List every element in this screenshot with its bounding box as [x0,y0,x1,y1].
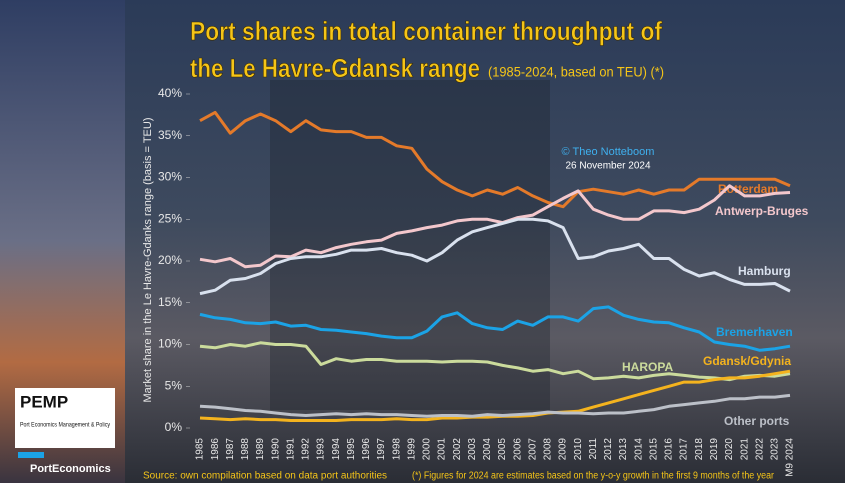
x-tick-label: 1994 [331,438,342,461]
x-tick-label: 1993 [316,438,327,461]
chart-title: the Le Havre-Gdansk range [190,53,480,83]
series-label: Hamburg [738,264,791,278]
x-tick-label: 2003 [467,438,478,461]
x-tick-label: 1995 [346,438,357,461]
x-tick-label: 2020 [724,438,735,461]
y-tick-label: 15% [158,295,182,309]
x-tick-label: 1988 [240,438,251,461]
y-tick-label: 30% [158,170,182,184]
y-tick-label: 20% [158,253,182,267]
x-tick-label: 2005 [497,438,508,461]
x-tick-label: 2015 [648,438,659,461]
y-tick-label: 0% [165,420,183,434]
x-tick-label: 2014 [633,438,644,461]
x-tick-label: 2018 [694,438,705,461]
x-tick-label: 2002 [452,438,463,461]
date: 26 November 2024 [565,161,650,172]
y-tick-label: 5% [165,378,183,392]
series-label: HAROPA [622,360,673,374]
x-tick-label: 1999 [406,438,417,461]
x-tick-label: 2004 [482,438,493,461]
y-tick-label: 35% [158,128,182,142]
x-tick-label: 1987 [225,438,236,461]
x-tick-label: 2012 [603,438,614,461]
x-tick-label: 2001 [437,438,448,461]
x-tick-label: 2016 [664,438,675,461]
x-tick-label: 2010 [573,438,584,461]
x-tick-label: 1996 [361,438,372,461]
x-tick-label: 1991 [285,438,296,461]
x-tick-label: 2007 [527,438,538,461]
logo-bar [18,452,44,458]
x-tick-label: 1998 [391,438,402,461]
footnote: (*) Figures for 2024 are estimates based… [412,471,775,482]
chart-subtitle: (1985-2024, based on TEU) (*) [488,64,664,80]
page: PEMP Port Economics Management & Policy … [0,0,845,483]
source: Source: own compilation based on data po… [143,471,387,482]
x-tick-label: 1985 [195,438,206,461]
x-tick-label: 1997 [376,438,387,461]
x-tick-label: 2021 [739,438,750,461]
x-tick-label: 1989 [255,438,266,461]
y-tick-label: 40% [158,86,182,100]
x-tick-label: 2008 [543,438,554,461]
logo-subtitle: Port Economics Management & Policy [20,423,110,429]
series-label: Other ports [724,414,790,428]
x-tick-label: 2017 [679,438,690,461]
y-tick-label: 25% [158,211,182,225]
logo-porteconomics: PortEconomics [30,463,111,475]
series-label: Bremerhaven [716,325,793,339]
chart: PEMP Port Economics Management & Policy … [0,0,845,483]
x-tick-label: 2009 [558,438,569,461]
series-label: Antwerp-Bruges [715,204,809,218]
x-tick-label: 1992 [301,438,312,461]
x-tick-label: 2006 [512,438,523,461]
x-tick-label: 2019 [709,438,720,461]
y-tick-label: 10% [158,337,182,351]
x-tick-label: 1990 [270,438,281,461]
credit: © Theo Notteboom [562,146,655,158]
x-tick-label: 2011 [588,438,599,460]
x-tick-label: 2022 [754,438,765,461]
x-tick-label: 2013 [618,438,629,461]
x-tick-label: 1986 [210,438,221,461]
chart-title: Port shares in total container throughpu… [190,16,662,46]
x-tick-label: 2023 [770,438,781,461]
y-axis-label: Market share in the Le Havre-Gdanks rang… [142,117,154,402]
x-tick-label: 2000 [422,438,433,461]
logo-pemp: PEMP [20,392,68,411]
x-tick-label: M9 2024 [785,438,796,477]
series-label: Gdansk/Gdynia [703,354,791,368]
